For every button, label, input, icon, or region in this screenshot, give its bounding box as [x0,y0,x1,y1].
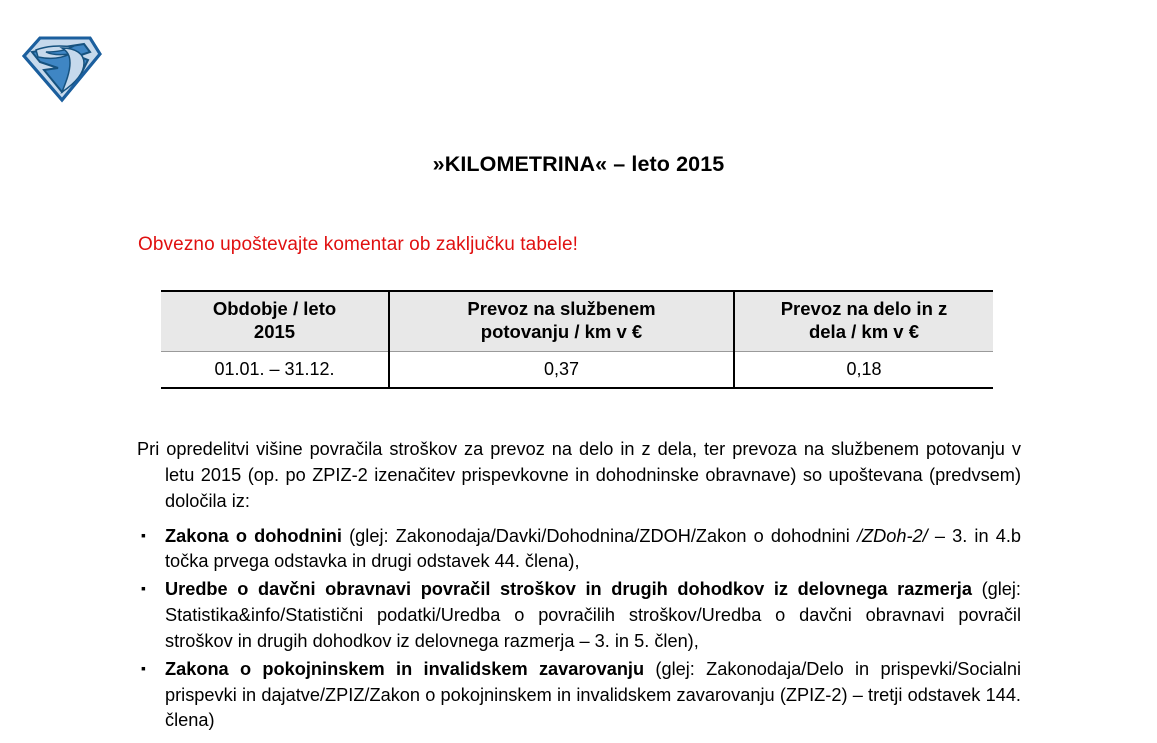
legal-references-list: ▪ Zakona o dohodnini (glej: Zakonodaja/Da… [137,524,1021,735]
body-content: Pri opredelitvi višine povračila stroško… [137,437,1021,736]
bullet-bold-lead: Zakona o pokojninskem in invalidskem zav… [165,658,645,679]
bullet-text-a: (glej: Statistika&info/Statistični podat… [165,579,1021,651]
header-line-1: Prevoz na delo in z [780,298,948,319]
table-header-row: Obdobje / leto 2015 Prevoz na službenem … [161,290,993,353]
header-line-1: Prevoz na službenem [467,298,656,319]
sd-diamond-logo-icon [18,30,104,106]
page-title: »KILOMETRINA« – leto 2015 [432,152,725,176]
cell-business-travel-rate: 0,37 [388,351,735,390]
bullet-bold-lead: Uredbe o davčni obravnavi povračil stroš… [165,579,972,600]
warning-notice: Obvezno upoštevajte komentar ob zaključk… [138,234,579,255]
bullet-square-icon: ▪ [141,526,146,543]
bullet-text-b: – 3. in 4.b točka prvega odstavka in dru… [165,525,1022,572]
cell-commute-rate: 0,18 [733,351,993,390]
column-header-business-travel: Prevoz na službenem potovanju / km v € [388,290,735,353]
bullet-italic-ref: /ZDoh-2/ [856,525,928,546]
intro-paragraph: Pri opredelitvi višine povračila stroško… [137,439,1021,511]
bullet-bold-lead: Zakona o dohodnini [165,525,342,546]
bullet-square-icon: ▪ [141,659,146,676]
header-line-2: dela / km v € [808,320,920,342]
table-row: 01.01. – 31.12. 0,37 0,18 [161,351,993,390]
list-item: ▪ Zakona o pokojninskem in invalidskem za… [137,657,1021,735]
mileage-rate-table: Obdobje / leto 2015 Prevoz na službenem … [161,290,993,390]
list-item: ▪ Uredbe o davčni obravnavi povračil stro… [137,577,1021,655]
header-line-1: Obdobje / leto [212,298,337,319]
header-line-2: 2015 [253,320,296,342]
header-line-2: potovanju / km v € [480,320,643,342]
list-item: ▪ Zakona o dohodnini (glej: Zakonodaja/Da… [137,524,1021,576]
column-header-commute: Prevoz na delo in z dela / km v € [733,290,993,353]
bullet-text-a: (glej: Zakonodaja/Delo in prispevki/Soci… [165,658,1021,731]
column-header-period: Obdobje / leto 2015 [161,290,390,353]
bullet-square-icon: ▪ [141,580,146,597]
bullet-text-a: (glej: Zakonodaja/Davki/Dohodnina/ZDOH/Z… [341,525,857,546]
cell-period: 01.01. – 31.12. [161,351,390,390]
